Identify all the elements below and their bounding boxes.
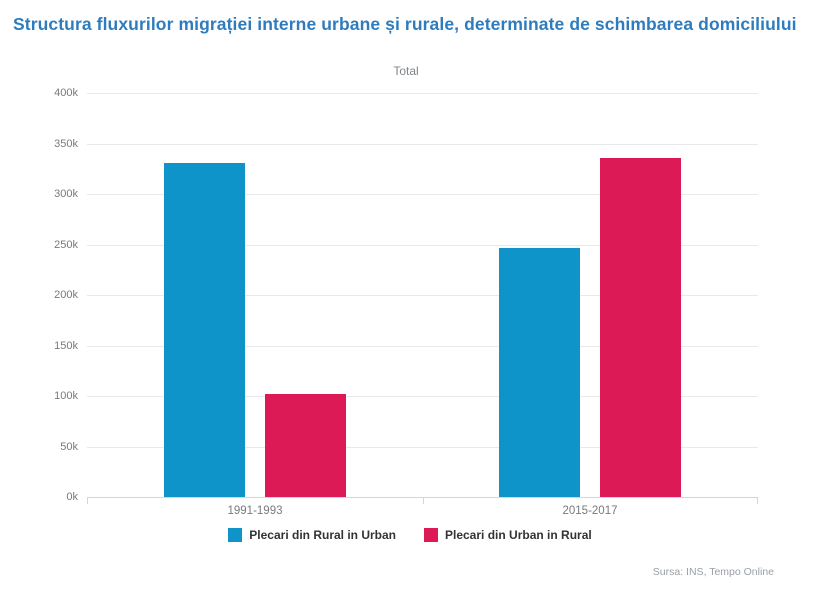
gridline (87, 143, 758, 145)
legend-item-plecari-din-rural-in-urban[interactable]: Plecari din Rural in Urban (228, 528, 396, 542)
legend: Plecari din Rural in Urban Plecari din Ur… (0, 528, 820, 542)
legend-label: Plecari din Urban in Rural (445, 528, 592, 542)
y-axis-tick-label: 250k (54, 238, 78, 251)
plot-area (87, 93, 758, 504)
x-axis-category-label: 2015-2017 (562, 505, 618, 517)
legend-label: Plecari din Rural in Urban (249, 528, 396, 542)
bar-1991-1993-plecari-din-rural-in-urban[interactable] (164, 163, 245, 497)
legend-swatch-icon (424, 528, 438, 542)
y-axis-tick-label: 100k (54, 390, 78, 402)
y-axis-tick-label: 50k (60, 440, 78, 453)
y-axis-tick-label: 300k (54, 188, 78, 200)
bar-2015-2017-plecari-din-urban-in-rural[interactable] (600, 158, 681, 497)
x-axis-tick (757, 497, 758, 504)
bar-2015-2017-plecari-din-rural-in-urban[interactable] (499, 248, 580, 497)
x-axis-tick (423, 497, 424, 504)
bar-1991-1993-plecari-din-urban-in-rural[interactable] (265, 394, 346, 497)
gridline (87, 194, 758, 195)
gridline (87, 295, 758, 296)
chart-title: Total (393, 64, 419, 78)
gridline (87, 345, 758, 347)
y-axis-tick-label: 150k (54, 339, 78, 352)
gridline (87, 244, 758, 246)
gridline (87, 446, 758, 448)
y-axis-tick-label: 400k (54, 87, 78, 99)
y-axis-tick-label: 200k (54, 289, 78, 301)
gridline (87, 93, 758, 94)
y-axis-tick-label: 350k (54, 137, 78, 150)
gridline (87, 396, 758, 397)
y-axis-tick-label: 0k (66, 491, 78, 503)
x-axis-tick (87, 497, 88, 504)
page-title: Structura fluxurilor migrației interne u… (13, 14, 797, 34)
source-note: Sursa: INS, Tempo Online (652, 566, 774, 578)
legend-swatch-icon (228, 528, 243, 542)
legend-item-plecari-din-urban-in-rural[interactable]: Plecari din Urban in Rural (424, 528, 592, 542)
x-axis-category-label: 1991-1993 (227, 505, 283, 517)
